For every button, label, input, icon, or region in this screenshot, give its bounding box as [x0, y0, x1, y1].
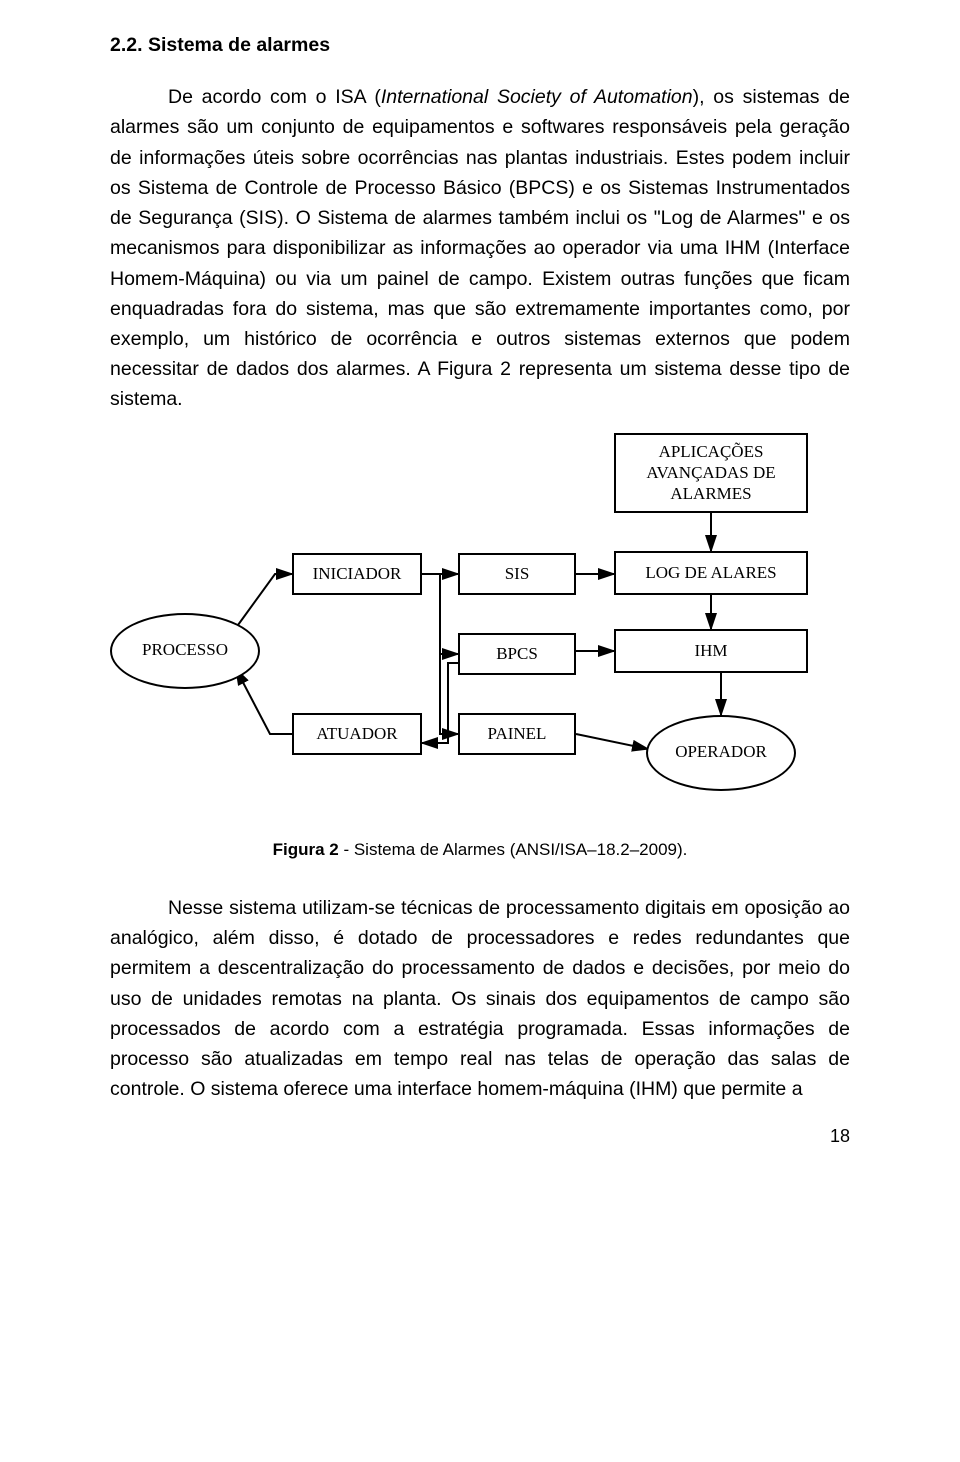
- node-log-label: LOG DE ALARES: [645, 562, 776, 583]
- p1-italic: International Society of Automation: [381, 86, 693, 108]
- diagram: PROCESSO INICIADOR ATUADOR SIS BPCS PAIN…: [110, 433, 850, 813]
- figure-caption-rest: - Sistema de Alarmes (ANSI/ISA–18.2–2009…: [339, 840, 688, 859]
- node-iniciador-label: INICIADOR: [313, 563, 402, 584]
- node-sis: SIS: [458, 553, 576, 595]
- p1-b: ), os sistemas de alarmes são um conjunt…: [110, 86, 850, 410]
- node-atuador-label: ATUADOR: [316, 723, 397, 744]
- node-bpcs: BPCS: [458, 633, 576, 675]
- figure-caption-bold: Figura 2: [273, 840, 339, 859]
- node-aplicacoes: APLICAÇÕESAVANÇADAS DEALARMES: [614, 433, 808, 513]
- p2-text: Nesse sistema utilizam-se técnicas de pr…: [110, 897, 850, 1100]
- section-heading: 2.2. Sistema de alarmes: [110, 30, 850, 60]
- node-sis-label: SIS: [505, 563, 530, 584]
- node-processo: PROCESSO: [110, 613, 260, 689]
- node-painel-label: PAINEL: [488, 723, 547, 744]
- p1-a: De acordo com o ISA (: [168, 86, 381, 108]
- node-aplicacoes-label: APLICAÇÕESAVANÇADAS DEALARMES: [646, 441, 775, 505]
- page-number: 18: [110, 1123, 850, 1151]
- node-atuador: ATUADOR: [292, 713, 422, 755]
- node-operador-label: OPERADOR: [675, 739, 767, 765]
- node-operador: OPERADOR: [646, 715, 796, 791]
- figure-caption: Figura 2 - Sistema de Alarmes (ANSI/ISA–…: [273, 837, 688, 863]
- node-log: LOG DE ALARES: [614, 551, 808, 595]
- node-ihm: IHM: [614, 629, 808, 673]
- figure-2: PROCESSO INICIADOR ATUADOR SIS BPCS PAIN…: [110, 433, 850, 863]
- paragraph-1: De acordo com o ISA (International Socie…: [110, 82, 850, 414]
- node-bpcs-label: BPCS: [496, 643, 538, 664]
- node-processo-label: PROCESSO: [142, 637, 228, 663]
- node-ihm-label: IHM: [694, 640, 727, 661]
- node-iniciador: INICIADOR: [292, 553, 422, 595]
- node-painel: PAINEL: [458, 713, 576, 755]
- paragraph-2: Nesse sistema utilizam-se técnicas de pr…: [110, 893, 850, 1105]
